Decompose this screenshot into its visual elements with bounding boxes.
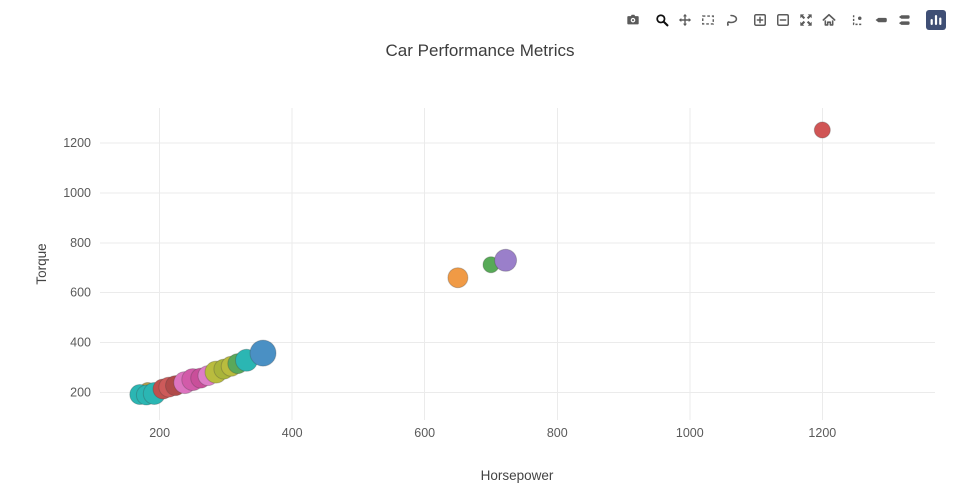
- lasso-icon[interactable]: [724, 13, 738, 27]
- grid-layer: [100, 108, 935, 420]
- x-axis-title: Horsepower: [481, 468, 554, 483]
- modebar-group: [851, 13, 911, 27]
- x-tick-label: 400: [282, 426, 303, 440]
- y-tick-label: 600: [70, 286, 91, 300]
- y-axis-title: Torque: [34, 243, 49, 284]
- modebar-group: [655, 13, 738, 27]
- x-tick-label: 1000: [676, 426, 704, 440]
- modebar-group: [626, 13, 640, 27]
- x-tick-label: 1200: [808, 426, 836, 440]
- data-point[interactable]: [447, 267, 469, 289]
- y-tick-label: 1000: [63, 186, 91, 200]
- pan-icon[interactable]: [678, 13, 692, 27]
- camera-icon[interactable]: [626, 13, 640, 27]
- plotly-logo-icon[interactable]: [926, 10, 946, 30]
- y-tick-label: 800: [70, 236, 91, 250]
- tick-layer: 200 400 600 800 1000 1200 200 400 600 800 1000 1200: [63, 136, 836, 440]
- y-tick-label: 400: [70, 336, 91, 350]
- data-point[interactable]: [249, 339, 277, 367]
- hover-compare-icon[interactable]: [897, 13, 911, 27]
- y-tick-label: 1200: [63, 136, 91, 150]
- point-layer: [129, 121, 831, 406]
- autoscale-icon[interactable]: [799, 13, 813, 27]
- data-point[interactable]: [813, 121, 831, 139]
- zoom-out-icon[interactable]: [776, 13, 790, 27]
- zoom-icon[interactable]: [655, 13, 669, 27]
- hover-closest-icon[interactable]: [874, 13, 888, 27]
- plotly-modebar: [611, 10, 946, 30]
- home-icon[interactable]: [822, 13, 836, 27]
- y-tick-label: 200: [70, 386, 91, 400]
- zoom-in-icon[interactable]: [753, 13, 767, 27]
- chart-title: Car Performance Metrics: [385, 41, 575, 60]
- x-tick-label: 200: [149, 426, 170, 440]
- x-tick-label: 600: [414, 426, 435, 440]
- spikelines-icon[interactable]: [851, 13, 865, 27]
- x-tick-label: 800: [547, 426, 568, 440]
- data-point[interactable]: [494, 248, 518, 272]
- box-select-icon[interactable]: [701, 13, 715, 27]
- modebar-group: [753, 13, 836, 27]
